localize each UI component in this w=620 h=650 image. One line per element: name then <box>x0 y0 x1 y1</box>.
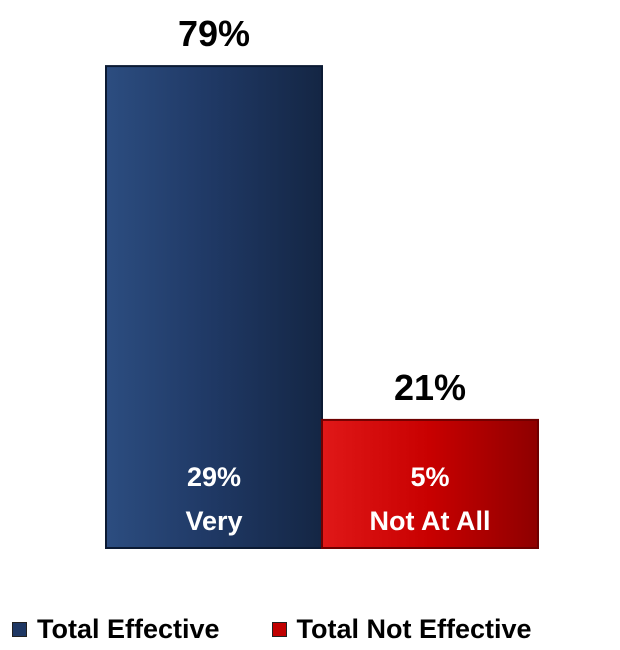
data-label-total-not-effective: 21% <box>394 367 466 408</box>
inner-label-not-at-all: Not At All <box>370 506 491 536</box>
data-label-total-effective: 79% <box>178 13 250 54</box>
bar-total-not-effective <box>321 418 539 549</box>
inner-value-very: 29% <box>187 462 241 492</box>
legend-item-total-effective: Total Effective <box>12 614 220 645</box>
legend: Total Effective Total Not Effective <box>12 612 612 646</box>
inner-label-very: Very <box>185 506 242 536</box>
bar-total-effective <box>105 65 323 549</box>
legend-swatch-total-effective <box>12 621 27 637</box>
legend-swatch-total-not-effective <box>271 621 287 637</box>
legend-label-total-effective: Total Effective <box>37 613 220 644</box>
legend-label-total-not-effective: Total Not Effective <box>296 613 532 644</box>
inner-value-not-at-all: 5% <box>410 462 449 492</box>
legend-item-total-not-effective: Total Not Effective <box>271 613 532 645</box>
chart: 79% 21% 29% Very 5% Not At All <box>105 13 539 549</box>
